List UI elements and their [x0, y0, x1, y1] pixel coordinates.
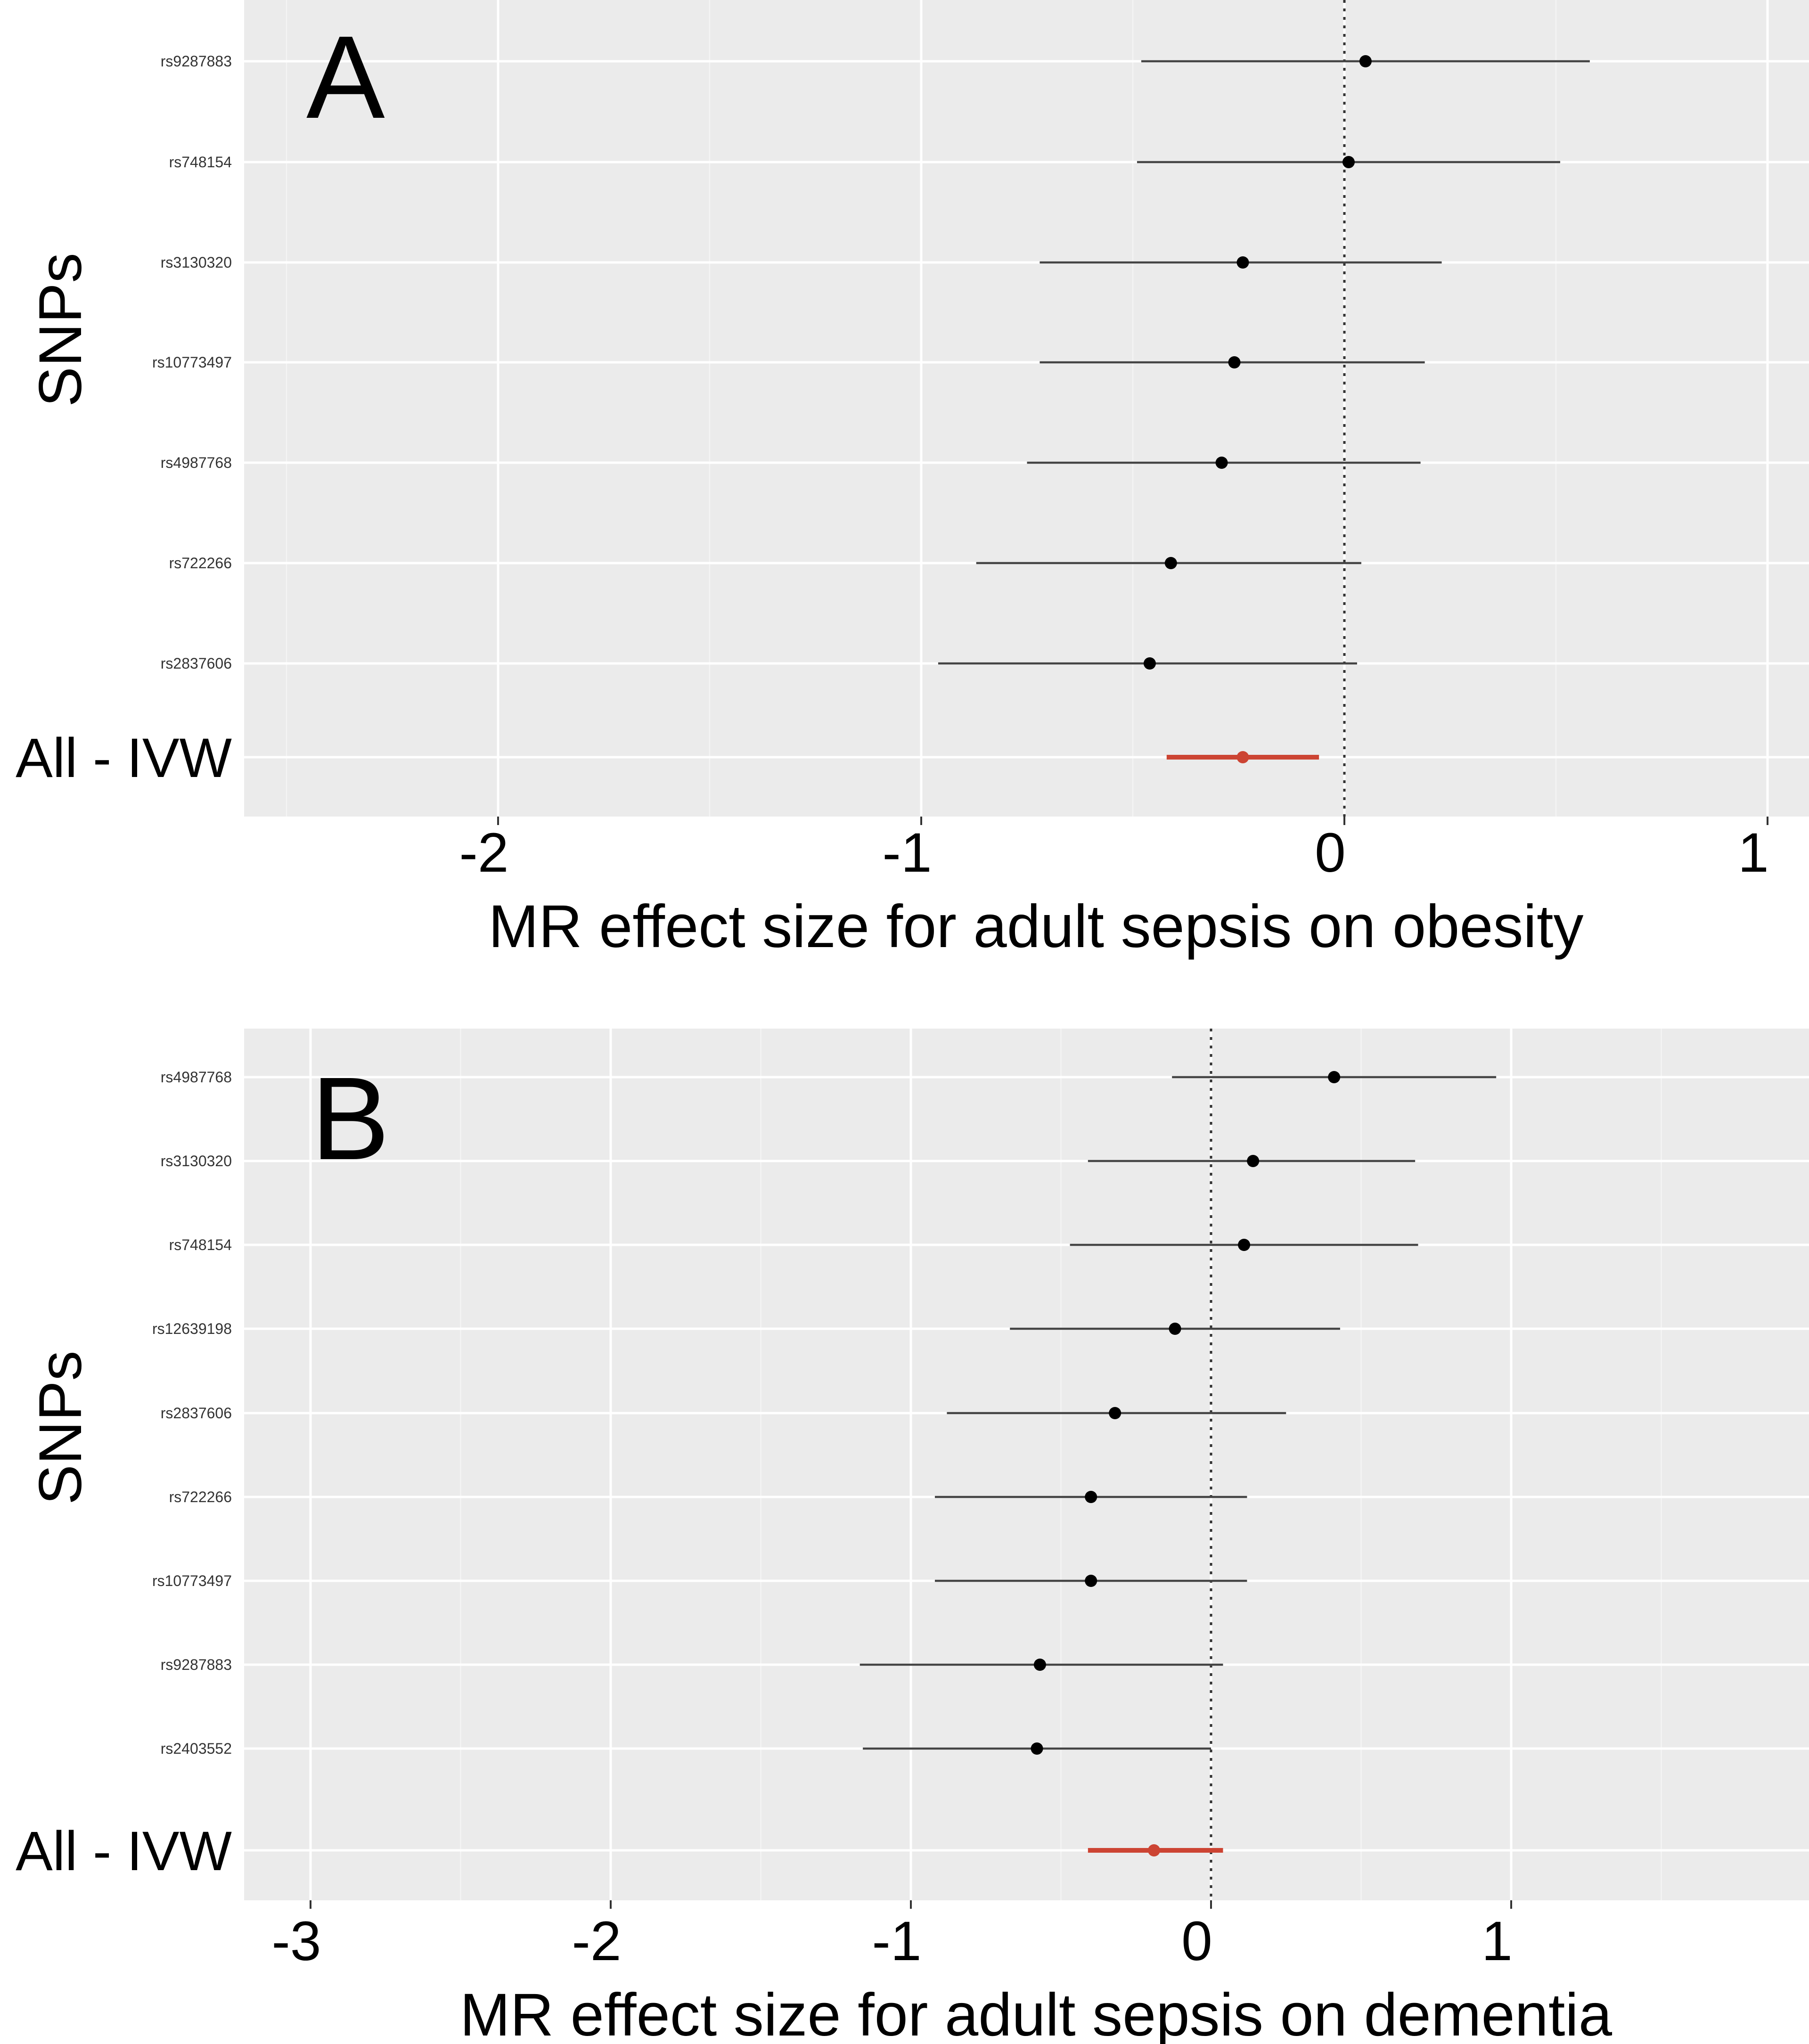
snp-label: rs722266	[169, 1488, 232, 1505]
x-tick-label: -3	[272, 1910, 321, 1972]
point-estimate	[1238, 1239, 1251, 1251]
x-axis-title: MR effect size for adult sepsis on obesi…	[488, 893, 1583, 960]
point-estimate	[1359, 55, 1372, 67]
snp-label: rs2837606	[161, 1405, 232, 1422]
ivw-point-estimate	[1236, 751, 1249, 763]
point-estimate	[1143, 657, 1156, 670]
snp-label: rs3130320	[161, 1153, 232, 1169]
snp-label: rs4987768	[161, 454, 232, 471]
snp-label: rs9287883	[161, 1656, 232, 1673]
x-tick-label: -2	[459, 822, 509, 884]
point-estimate	[1031, 1742, 1043, 1755]
ivw-summary-label: All - IVW	[16, 727, 232, 789]
snp-label: rs12639198	[152, 1320, 232, 1337]
point-estimate	[1164, 557, 1177, 569]
x-tick-label: 0	[1181, 1910, 1212, 1972]
point-estimate	[1342, 156, 1355, 168]
ivw-summary-label: All - IVW	[16, 1820, 232, 1882]
snp-label: rs3130320	[161, 254, 232, 271]
snp-label: rs2837606	[161, 655, 232, 672]
snp-label: rs10773497	[152, 1572, 232, 1589]
snp-label: rs2403552	[161, 1740, 232, 1757]
x-tick-label: -1	[872, 1910, 922, 1972]
ivw-point-estimate	[1147, 1844, 1160, 1856]
snp-label: rs4987768	[161, 1069, 232, 1086]
point-estimate	[1085, 1575, 1097, 1587]
x-tick-label: -1	[883, 822, 932, 884]
point-estimate	[1328, 1071, 1341, 1083]
point-estimate	[1169, 1323, 1181, 1335]
y-axis-title: SNPs	[27, 1350, 94, 1504]
point-estimate	[1109, 1407, 1121, 1419]
panel-letter: A	[306, 11, 385, 143]
x-tick-label: -2	[572, 1910, 622, 1972]
x-tick-label: 1	[1738, 822, 1769, 884]
y-axis-title: SNPs	[27, 253, 94, 407]
panel-b: -3 -2 -1 0 1 rs4987768 rs3130320 rs748154 rs1263…	[16, 1029, 1809, 2044]
x-axis-title: MR effect size for adult sepsis on demen…	[460, 1981, 1613, 2044]
panel-a: -2 -1 0 1 rs9287883 rs748154 rs3130320 rs107734…	[16, 0, 1809, 960]
point-estimate	[1215, 457, 1228, 469]
point-estimate	[1236, 256, 1249, 269]
x-tick-label: 1	[1482, 1910, 1513, 1972]
snp-label: rs748154	[169, 1236, 232, 1253]
point-estimate	[1247, 1155, 1260, 1167]
snp-label: rs722266	[169, 555, 232, 572]
point-estimate	[1228, 356, 1241, 368]
point-estimate	[1085, 1491, 1097, 1503]
plot-panel-background	[244, 0, 1809, 817]
snp-label: rs748154	[169, 154, 232, 171]
point-estimate	[1033, 1659, 1046, 1671]
plot-panel-background	[244, 1029, 1809, 1900]
snp-label: rs10773497	[152, 354, 232, 371]
snp-label: rs9287883	[161, 53, 232, 70]
x-tick-label: 0	[1315, 822, 1346, 884]
panel-letter: B	[311, 1053, 390, 1184]
